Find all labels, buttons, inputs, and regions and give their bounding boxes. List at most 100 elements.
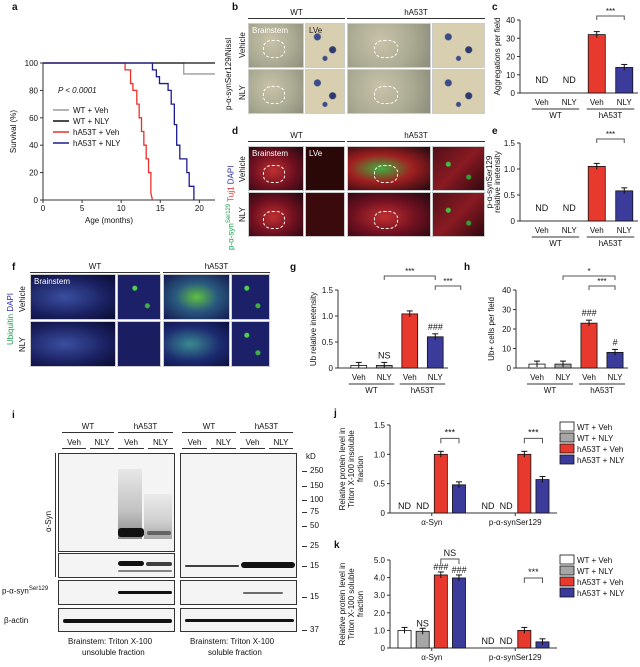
bar-3 (426, 336, 444, 369)
bar-1-2 (517, 453, 532, 514)
blot-asyn-insoluble-high (58, 453, 175, 552)
roi-outline (263, 40, 285, 58)
y-tick-label: 10 (502, 345, 511, 354)
y-tick-label: 0 (381, 509, 386, 518)
x-tick-label: NLY (562, 98, 578, 107)
micrograph-b-wt-nly-lve (305, 69, 345, 114)
bar-3 (615, 190, 634, 222)
panel-letter-h: h (464, 262, 471, 273)
x-tick-label: NLY (562, 226, 578, 235)
y-tick-label: 60 (29, 114, 38, 123)
micrograph-b-wt-veh-lve: LVe (305, 23, 345, 68)
panel-f-header-wt: WT (30, 262, 160, 273)
roi-outline (374, 211, 398, 229)
x-tick-label: Veh (590, 226, 604, 235)
blot-group-header: WT (182, 422, 236, 433)
y-tick-label: 100 (25, 59, 39, 68)
panel-letter-g: g (290, 262, 297, 273)
kd-marker: 150 (301, 481, 324, 490)
bar-2 (401, 313, 419, 369)
blot-actin-soluble (180, 608, 297, 632)
y-tick-label: 0 (381, 644, 386, 653)
panel-letter-f: f (12, 262, 16, 273)
legend-label: hA53T + Veh (577, 578, 623, 587)
bar-annotation: ND (398, 501, 411, 511)
micrograph-f-ha53t-nly (163, 321, 230, 367)
blot-lane-header: NLY (269, 438, 293, 449)
y-axis-label: Survival (%) (9, 110, 18, 153)
y-tick-label: 0 (507, 364, 512, 373)
group-label: WT (544, 386, 557, 395)
significance-label: *** (606, 7, 615, 16)
kd-marker: 37 (302, 625, 319, 634)
y-tick-label: 1.5 (374, 421, 386, 430)
y-tick-label: 30 (502, 306, 511, 315)
bar-0-3 (452, 484, 466, 514)
legend-swatch (559, 576, 575, 587)
x-tick-label: NLY (608, 373, 624, 382)
x-tick-label: NLY (377, 373, 393, 382)
region-label: LVe (309, 26, 323, 35)
legend-label: WT + Veh (577, 423, 612, 432)
micrograph-b-wt-veh-brainstem: Brainstem (248, 23, 304, 68)
micrograph-f-wt-nly (30, 321, 116, 367)
blot-psyn-soluble (180, 580, 297, 605)
significance-bracket (383, 275, 436, 280)
blot-lane-header: Veh (240, 438, 265, 449)
roi-outline (374, 86, 398, 104)
micrograph-b-ha53t-veh-zoom (432, 23, 485, 68)
bar-annotation: NS (416, 618, 429, 628)
region-label: Brainstem (252, 149, 289, 158)
blot-lane-header: Veh (182, 438, 207, 449)
y-tick-label: 0.5 (322, 338, 334, 347)
x-tick-label: p-α-synSer129 (489, 653, 542, 662)
group-label: hA53T (590, 386, 614, 395)
blot-band (63, 619, 172, 623)
significance-bracket (434, 285, 462, 290)
blot-band (118, 528, 144, 537)
y-tick-label: 0 (34, 196, 39, 205)
panel-letter-b: b (232, 2, 239, 13)
legend-label: hA53T + Veh (73, 128, 119, 137)
y-tick-label: 1.0 (374, 450, 386, 459)
blot-lane-header: Veh (118, 438, 144, 449)
region-label: Brainstem (34, 277, 71, 286)
group-label: hA53T (411, 386, 435, 395)
y-tick-label: 1.5 (504, 139, 516, 148)
y-tick-label: 40 (506, 16, 515, 25)
x-tick-label: Veh (535, 226, 549, 235)
psyn-text: p-α-syn (2, 586, 29, 596)
roi-outline (263, 211, 285, 229)
blot-band (146, 562, 172, 566)
bar-0-3 (452, 577, 466, 649)
micrograph-d-ha53t-veh (347, 146, 431, 191)
y-tick-label: 1.0 (322, 312, 334, 321)
bar-annotation: ND (482, 636, 495, 646)
micrograph-b-ha53t-nly (347, 69, 431, 114)
bar-annotation: ND (563, 203, 576, 213)
x-tick-label: Veh (590, 98, 604, 107)
panel-f-header-ha53t: hA53T (163, 262, 270, 273)
x-tick-label: 5 (80, 204, 85, 213)
panel-letter-j: j (334, 408, 337, 419)
blot-asyn-soluble (180, 453, 297, 578)
micrograph-b-wt-nly-brainstem (248, 69, 304, 114)
kd-marker: 100 (301, 495, 324, 504)
x-tick-label: Veh (582, 373, 596, 382)
blot-group-header: hA53T (240, 422, 293, 433)
significance-label: *** (443, 277, 452, 286)
blot-asyn-insoluble-monomer (58, 553, 175, 578)
x-tick-label: Veh (352, 373, 366, 382)
y-tick-label: 40 (502, 286, 511, 295)
micrograph-d-ha53t-veh-zoom (432, 146, 485, 191)
x-tick-label: NLY (617, 98, 633, 107)
y-tick-label: 0.5 (374, 480, 386, 489)
legend-label: WT + Veh (577, 556, 612, 565)
x-tick-label: NLY (428, 373, 444, 382)
roi-outline (263, 165, 285, 183)
blot-band (243, 592, 283, 594)
significance-label: * (587, 267, 590, 276)
blot-lane-header: NLY (211, 438, 236, 449)
micrograph-f-ha53t-veh-zoom (231, 274, 270, 320)
bar-2 (587, 165, 606, 222)
